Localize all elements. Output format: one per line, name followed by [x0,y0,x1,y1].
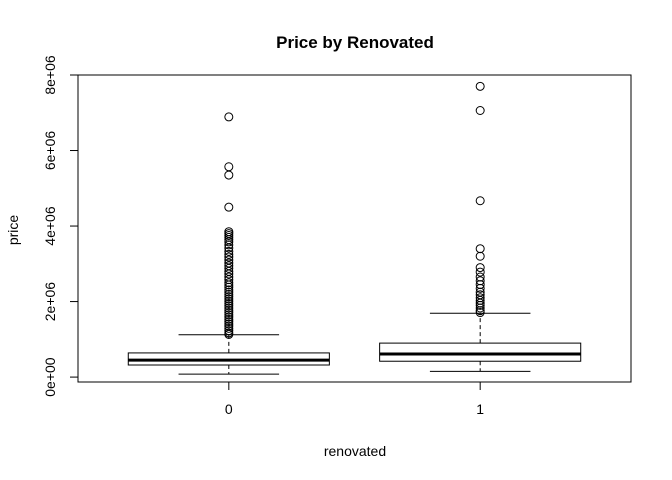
outlier-point [224,301,234,311]
y-tick-label: 0e+00 [42,357,58,397]
outlier-point [224,329,234,339]
y-tick-label: 6e+06 [42,131,58,171]
outlier-point [224,285,234,295]
outlier-point [224,112,234,122]
outlier-point [224,310,234,320]
outlier-point [224,240,234,250]
outlier-point [224,278,234,288]
outlier-point [224,237,234,247]
box-group [127,112,330,375]
outlier-point [224,317,234,327]
outlier-point [475,244,485,254]
outlier-point [224,323,234,333]
outlier-point [224,308,234,318]
outlier-point [475,105,485,115]
outlier-point [224,246,234,256]
outlier-point [475,303,485,313]
outlier-point [224,298,234,308]
outlier-point [224,202,234,212]
iqr-box [379,342,582,362]
outlier-point [475,283,485,293]
outlier-point [224,282,234,292]
outlier-point [224,314,234,324]
outlier-point [475,196,485,206]
outlier-point [224,243,234,253]
outlier-point [224,326,234,336]
plot-frame [77,74,632,383]
outlier-point [475,267,485,277]
outlier-point [224,170,234,180]
axes-layer: 0e+00 2e+06 4e+06 6e+06 8e+06 0 1 [42,55,484,417]
x-tick-label: 1 [476,401,484,417]
outlier-point [224,303,234,313]
outlier-point [224,319,234,329]
outlier-point [224,296,234,306]
outlier-point [224,312,234,322]
outlier-point [224,269,234,279]
outlier-point [224,292,234,302]
x-axis-label: renovated [324,443,386,459]
y-tick-label: 8e+06 [42,55,58,95]
outlier-point [224,249,234,259]
outlier-point [224,289,234,299]
outlier-point [475,251,485,261]
y-tick-label: 4e+06 [42,206,58,246]
x-tick-label: 0 [225,401,233,417]
outlier-point [224,287,234,297]
outlier-point [475,308,485,318]
y-tick-label: 2e+06 [42,282,58,322]
outlier-point [224,305,234,315]
outlier-point [224,280,234,290]
y-axis-label: price [5,215,21,246]
outlier-point [224,162,234,172]
outlier-point [224,294,234,304]
outlier-point [224,263,234,273]
outlier-point [475,263,485,273]
box-group [379,81,582,372]
boxes-layer [127,81,582,375]
outlier-point [475,81,485,91]
chart-title: Price by Renovated [276,33,434,52]
outlier-point [224,252,234,262]
outlier-point [475,300,485,310]
